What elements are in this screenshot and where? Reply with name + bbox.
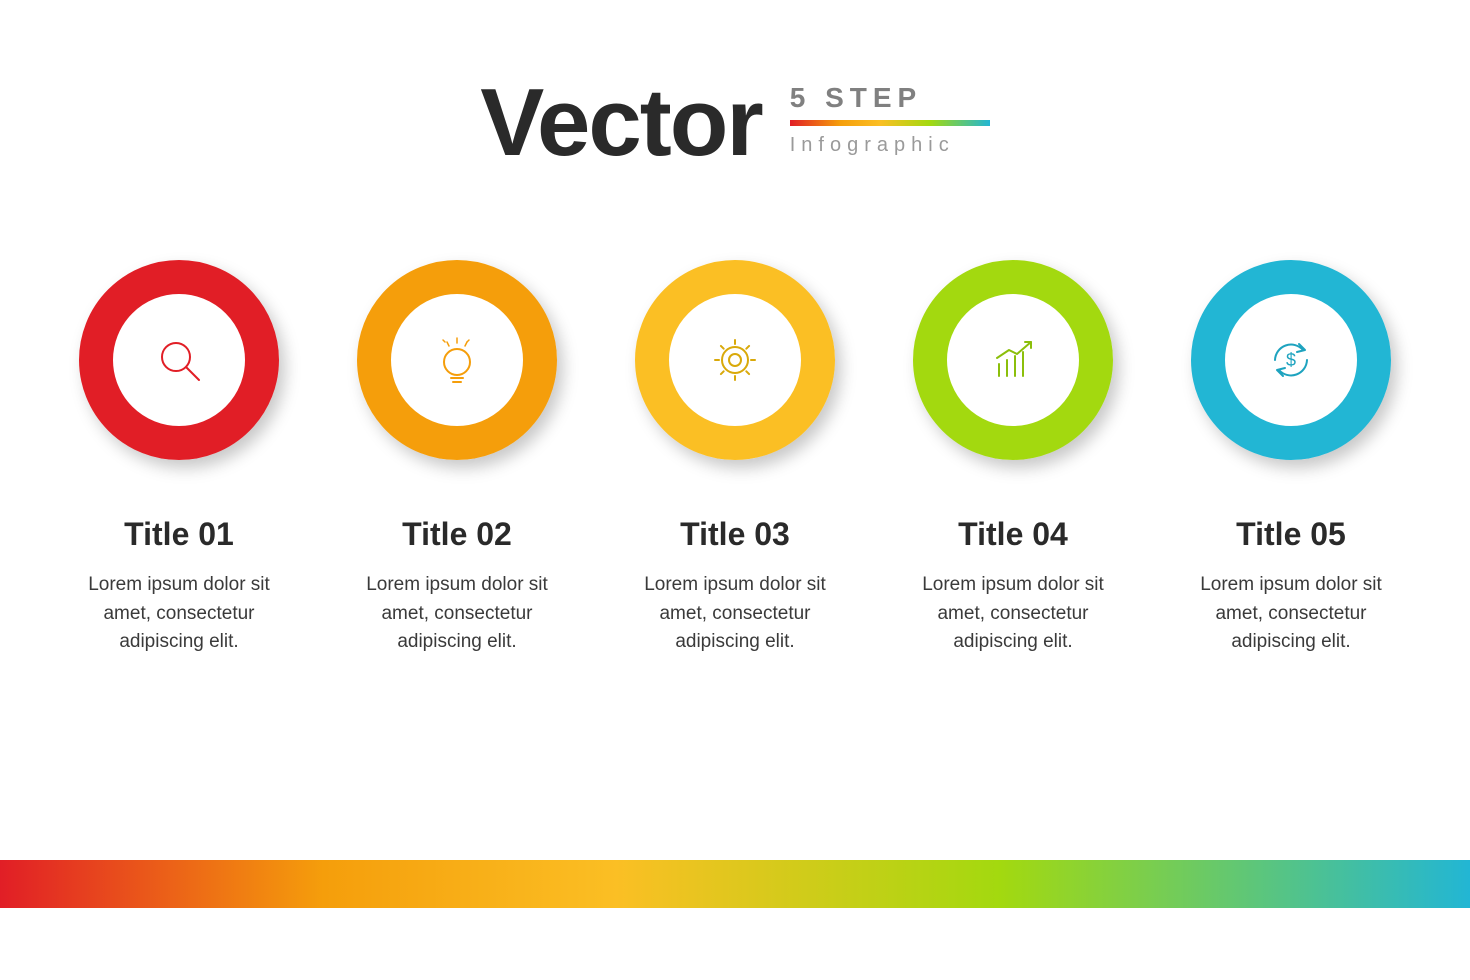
step-title: Title 05	[1236, 516, 1346, 553]
step-title: Title 02	[402, 516, 512, 553]
header: Vector 5 STEP Infographic	[0, 68, 1470, 178]
gear-icon	[635, 260, 835, 460]
step-ring	[1191, 260, 1391, 460]
step-ring	[79, 260, 279, 460]
sub-step-label: 5 STEP	[790, 82, 990, 114]
step-body: Lorem ipsum dolor sit amet, consectetur …	[79, 571, 279, 657]
search-icon	[79, 260, 279, 460]
header-inner: Vector 5 STEP Infographic	[480, 68, 989, 178]
step-5: Title 05 Lorem ipsum dolor sit amet, cons…	[1181, 260, 1401, 657]
header-sub: 5 STEP Infographic	[790, 68, 990, 157]
sub-info-label: Infographic	[790, 134, 990, 157]
steps-row: Title 01 Lorem ipsum dolor sit amet, cons…	[0, 260, 1470, 657]
step-body: Lorem ipsum dolor sit amet, consectetur …	[1191, 571, 1391, 657]
step-title: Title 01	[124, 516, 234, 553]
step-2: Title 02 Lorem ipsum dolor sit amet, cons…	[347, 260, 567, 657]
step-1: Title 01 Lorem ipsum dolor sit amet, cons…	[69, 260, 289, 657]
footer-gradient-bar	[0, 860, 1470, 908]
step-body: Lorem ipsum dolor sit amet, consectetur …	[913, 571, 1113, 657]
lightbulb-icon	[357, 260, 557, 460]
step-body: Lorem ipsum dolor sit amet, consectetur …	[635, 571, 835, 657]
sub-gradient-bar	[790, 120, 990, 126]
step-title: Title 04	[958, 516, 1068, 553]
dollar-refresh-icon	[1191, 260, 1391, 460]
step-ring	[357, 260, 557, 460]
infographic-canvas: Vector 5 STEP Infographic Title 01 Lorem …	[0, 0, 1470, 980]
chart-up-icon	[913, 260, 1113, 460]
step-ring	[913, 260, 1113, 460]
step-body: Lorem ipsum dolor sit amet, consectetur …	[357, 571, 557, 657]
step-ring	[635, 260, 835, 460]
main-title: Vector	[480, 68, 761, 178]
step-4: Title 04 Lorem ipsum dolor sit amet, cons…	[903, 260, 1123, 657]
step-title: Title 03	[680, 516, 790, 553]
step-3: Title 03 Lorem ipsum dolor sit amet, cons…	[625, 260, 845, 657]
